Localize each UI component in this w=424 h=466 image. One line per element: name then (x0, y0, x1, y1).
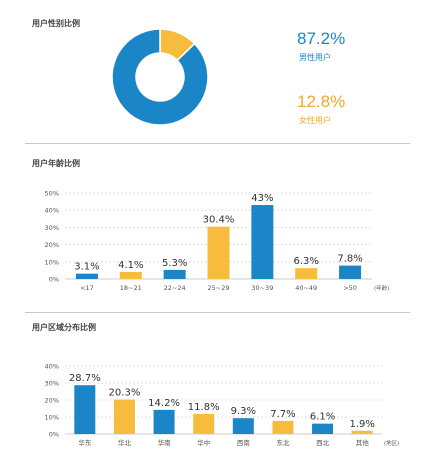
age-xtick-label: 30~39 (251, 284, 273, 292)
pie-slice-male (111, 28, 209, 126)
region-data-label: 11.8% (188, 402, 220, 413)
region-xtick-label: 华北 (118, 438, 132, 447)
region-ytick-label: 0% (49, 431, 59, 439)
region-xtick-label: 东北 (276, 438, 290, 447)
divider-2 (25, 312, 410, 313)
male-label: 男性用户 (299, 53, 331, 62)
region-data-label: 7.7% (270, 409, 295, 420)
region-xtick-label: 华东 (78, 438, 92, 447)
age-x-unit: (年龄) (374, 284, 389, 292)
age-xtick-label: >50 (343, 284, 357, 292)
age-xtick-label: 25~29 (208, 284, 230, 292)
region-ytick-label: 10% (45, 414, 59, 422)
age-data-label: 7.8% (337, 254, 362, 265)
region-bar (193, 413, 215, 434)
age-ytick-label: 50% (45, 190, 59, 198)
male-percent: 87.2% (297, 29, 346, 48)
age-ytick-label: 10% (45, 258, 59, 266)
age-data-label: 6.3% (294, 256, 319, 267)
region-xtick-label: 西北 (316, 439, 330, 447)
region-xtick-label: 其他 (356, 438, 370, 447)
age-bar (251, 205, 274, 279)
age-xtick-label: <17 (80, 284, 94, 292)
region-xtick-label: 华南 (158, 438, 172, 447)
region-data-label: 14.2% (148, 398, 180, 409)
age-xtick-label: 22~24 (164, 284, 186, 292)
region-bar (232, 418, 254, 434)
age-xtick-label: 18~21 (120, 284, 142, 292)
region-bar (153, 409, 175, 434)
age-bar (119, 271, 142, 279)
region-data-label: 1.9% (349, 419, 374, 430)
region-bar (351, 430, 373, 434)
age-ytick-label: 20% (45, 241, 59, 249)
region-data-label: 20.3% (109, 387, 141, 398)
region-ytick-label: 30% (45, 380, 59, 388)
female-label: 女性用户 (299, 116, 331, 125)
region-bar (312, 423, 334, 434)
age-data-label: 4.1% (118, 260, 143, 271)
region-bar (113, 399, 135, 434)
gender-section-title: 用户性别比例 (32, 19, 80, 28)
age-data-label: 5.3% (162, 258, 187, 269)
region-bar (74, 385, 96, 434)
age-ytick-label: 0% (49, 276, 59, 284)
region-data-label: 28.7% (69, 373, 101, 384)
region-ytick-label: 20% (45, 397, 59, 405)
age-bar (207, 226, 230, 279)
age-bar (339, 265, 362, 279)
region-section-title: 用户区域分布比例 (32, 323, 96, 332)
region-data-label: 6.1% (310, 412, 335, 423)
age-data-label: 3.1% (74, 262, 99, 273)
age-data-label: 43% (251, 193, 273, 204)
divider-1 (25, 143, 410, 144)
age-section-title: 用户年龄比例 (32, 159, 80, 168)
region-data-label: 9.3% (231, 406, 256, 417)
age-bar (163, 269, 186, 279)
age-ytick-label: 30% (45, 224, 59, 232)
region-ytick-label: 40% (45, 363, 59, 371)
region-bar (272, 420, 294, 434)
age-xtick-label: 40~49 (295, 284, 317, 292)
age-data-label: 30.4% (203, 215, 235, 226)
region-x-unit: (地区) (384, 439, 399, 447)
age-ytick-label: 40% (45, 207, 59, 215)
region-xtick-label: 西南 (237, 438, 251, 447)
region-xtick-label: 华中 (197, 438, 210, 447)
age-bar (295, 268, 318, 279)
age-bar (75, 273, 98, 279)
female-percent: 12.8% (297, 92, 346, 111)
